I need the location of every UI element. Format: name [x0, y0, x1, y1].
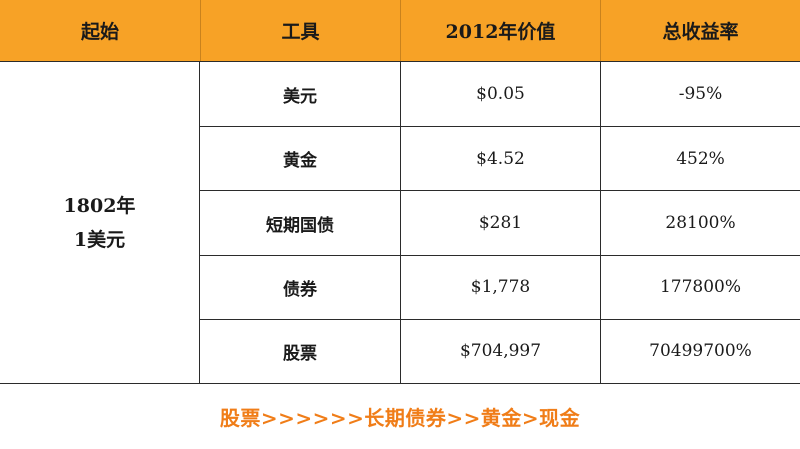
header-value-2012: 2012年价值 — [400, 0, 600, 61]
table-row: 股票 $704,997 70499700% — [200, 318, 800, 384]
return-cell: -95% — [600, 62, 800, 127]
tool-cell: 短期国债 — [266, 215, 334, 236]
value-cell: $1,778 — [400, 255, 600, 319]
value-cell: $0.05 — [400, 62, 600, 127]
value-cell: $704,997 — [400, 319, 600, 384]
tool-cell: 美元 — [283, 86, 317, 107]
header-tool: 工具 — [200, 0, 400, 61]
start-amount: 1美元 — [73, 228, 126, 251]
tool-cell: 黄金 — [283, 151, 317, 172]
value-cell: $4.52 — [400, 127, 600, 191]
value-cell: $281 — [400, 191, 600, 255]
header-start: 起始 — [80, 21, 119, 43]
start-year: 1802年 — [63, 194, 136, 217]
header-total-return: 总收益率 — [600, 0, 800, 61]
return-cell: 28100% — [600, 191, 800, 255]
return-cell: 452% — [600, 127, 800, 191]
table-row: 美元 $0.05 -95% — [200, 62, 800, 127]
table-body: 1802年 1美元 美元 $0.05 -95% 黄金 $4.52 452% 短期… — [0, 62, 800, 384]
ranking-summary: 股票>>>>>>长期债券>>黄金>现金 — [219, 406, 581, 430]
table-rows: 美元 $0.05 -95% 黄金 $4.52 452% 短期国债 $281 28… — [200, 62, 800, 384]
table-row: 债券 $1,778 177800% — [200, 254, 800, 319]
returns-table: 起始 工具 2012年价值 总收益率 1802年 1美元 美元 $0.05 -9… — [0, 0, 800, 384]
table-row: 黄金 $4.52 452% — [200, 126, 800, 191]
tool-cell: 债券 — [283, 279, 317, 300]
tool-cell: 股票 — [283, 343, 317, 364]
table-row: 短期国债 $281 28100% — [200, 190, 800, 255]
start-cell: 1802年 1美元 — [0, 62, 200, 383]
return-cell: 177800% — [600, 255, 800, 319]
return-cell: 70499700% — [600, 319, 800, 384]
table-header: 起始 工具 2012年价值 总收益率 — [0, 0, 800, 62]
